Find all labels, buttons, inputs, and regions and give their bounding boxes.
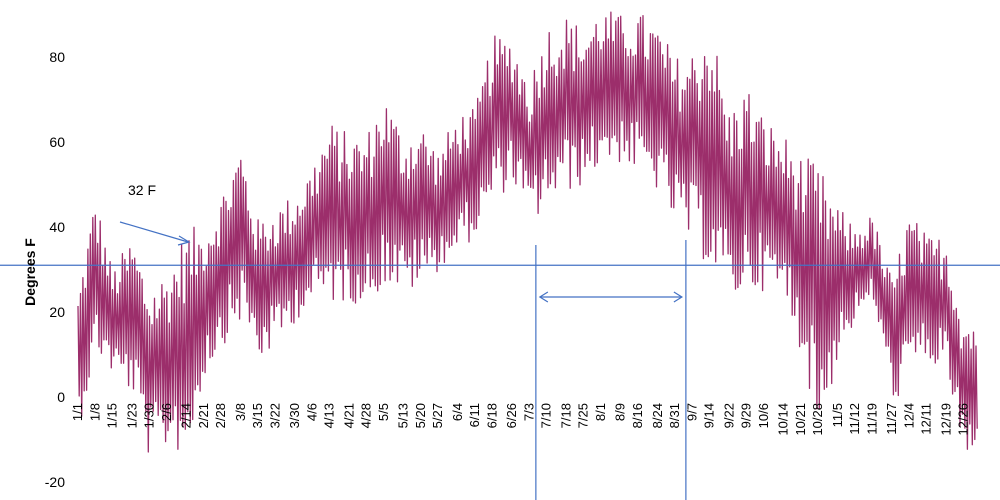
x-tick-label: 2/28	[213, 403, 228, 428]
x-tick-label: 6/4	[450, 403, 465, 421]
series-layer	[77, 11, 978, 453]
x-tick-label: 7/25	[576, 403, 591, 428]
x-tick-label: 8/24	[650, 403, 665, 428]
x-tick-label: 5/13	[396, 403, 411, 428]
reference-layer	[0, 221, 1000, 500]
period-arrowhead-left	[538, 291, 549, 303]
annotation-pointer-head	[177, 235, 191, 246]
x-tick-label: 7/3	[522, 403, 537, 421]
x-tick-label: 2/6	[159, 403, 174, 421]
x-tick-label: 5/27	[430, 403, 445, 428]
x-tick-label: 12/11	[919, 403, 934, 435]
temperature-series-line	[77, 11, 978, 453]
x-tick-label: 1/15	[105, 403, 120, 428]
x-tick-label: 3/30	[287, 403, 302, 428]
y-tick-label: 80	[49, 49, 65, 65]
x-tick-label: 8/9	[613, 403, 628, 421]
x-tick-label: 1/8	[87, 403, 102, 421]
x-tick-label: 3/8	[233, 403, 248, 421]
x-tick-label: 1/1	[70, 403, 85, 421]
x-tick-label: 11/27	[884, 403, 899, 435]
x-tick-label: 7/10	[539, 403, 554, 428]
x-tick-label: 4/21	[341, 403, 356, 428]
x-tick-label: 1/30	[142, 403, 157, 428]
y-tick-label: 0	[57, 389, 65, 405]
x-tick-label: 10/28	[810, 403, 825, 436]
x-tick-label: 6/26	[504, 403, 519, 428]
x-tick-label: 7/18	[559, 403, 574, 428]
y-tick-label: -20	[45, 474, 65, 490]
x-tick-label: 10/6	[756, 403, 771, 428]
x-tick-label: 6/11	[467, 403, 482, 427]
x-tick-labels: 1/1 1/8 1/15 1/23 1/30 2/6 2/14 2/21 2/28 3/8 3/15…	[70, 403, 971, 436]
x-tick-label: 9/14	[702, 403, 717, 428]
annotation-pointer-line	[119, 221, 189, 243]
annotation-32f-label: 32 F	[128, 182, 156, 198]
x-tick-label: 11/5	[830, 403, 845, 427]
x-tick-label: 12/19	[938, 403, 953, 436]
x-tick-label: 8/1	[593, 403, 608, 421]
x-tick-label: 2/14	[179, 403, 194, 428]
x-tick-label: 11/12	[847, 403, 862, 435]
x-tick-label: 12/4	[901, 403, 916, 428]
y-tick-label: 40	[49, 219, 65, 235]
x-tick-label: 12/26	[956, 403, 971, 436]
x-tick-label: 5/20	[413, 403, 428, 428]
x-tick-label: 9/22	[721, 403, 736, 428]
x-tick-label: 11/19	[864, 403, 879, 435]
x-tick-label: 4/28	[359, 403, 374, 428]
x-tick-label: 10/21	[793, 403, 808, 436]
x-tick-label: 3/22	[267, 403, 282, 428]
x-tick-label: 1/23	[124, 403, 139, 428]
period-arrowhead-right	[673, 291, 684, 303]
x-tick-label: 8/16	[630, 403, 645, 428]
x-tick-label: 9/29	[739, 403, 754, 428]
x-tick-label: 4/13	[322, 403, 337, 428]
x-tick-label: 10/14	[776, 403, 791, 436]
x-tick-label: 9/7	[684, 403, 699, 421]
y-tick-labels: -20 0 20 40 60 80	[45, 49, 65, 490]
x-tick-label: 2/21	[196, 403, 211, 428]
x-tick-label: 8/31	[667, 403, 682, 428]
y-tick-label: 60	[49, 134, 65, 150]
y-tick-label: 20	[49, 304, 65, 320]
x-tick-label: 6/18	[485, 403, 500, 428]
x-tick-label: 4/6	[304, 403, 319, 421]
y-axis-label: Degrees F	[22, 238, 38, 306]
x-tick-label: 5/5	[376, 403, 391, 421]
x-tick-label: 3/15	[250, 403, 265, 428]
